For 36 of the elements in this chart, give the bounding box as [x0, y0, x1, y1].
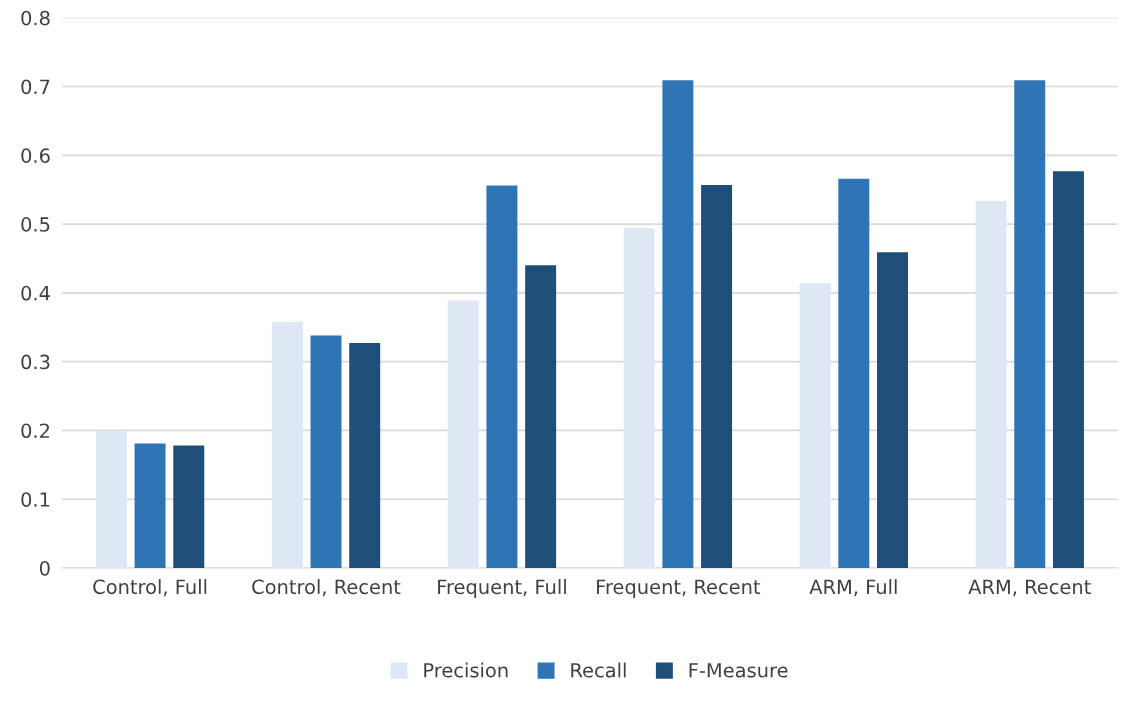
- x-tick-label: Control, Recent: [252, 579, 401, 597]
- bar: [623, 228, 655, 568]
- y-tick-label: 0.2: [21, 423, 50, 439]
- bar: [486, 185, 518, 568]
- bar: [799, 283, 831, 568]
- bar: [310, 335, 342, 568]
- x-tick-label: ARM, Recent: [968, 579, 1091, 597]
- bar: [134, 443, 166, 568]
- bar: [662, 80, 694, 568]
- y-tick-label: 0.8: [21, 10, 50, 26]
- x-tick-label: Frequent, Recent: [597, 579, 761, 598]
- bar: [349, 343, 381, 568]
- y-tick-label: 0: [39, 560, 50, 576]
- y-tick-label: 0.4: [21, 285, 50, 301]
- bar: [838, 178, 870, 568]
- bar: [95, 430, 127, 568]
- legend-label: Precision: [424, 662, 508, 678]
- bar: [271, 321, 303, 568]
- legend-label: Recall: [571, 662, 626, 678]
- x-tick-label: ARM, Full: [809, 579, 897, 597]
- bar: [701, 184, 733, 568]
- bar: [1052, 171, 1084, 568]
- y-tick-label: 0.1: [21, 492, 50, 507]
- legend-label: F-Measure: [689, 663, 788, 678]
- x-tick-label: Frequent, Full: [438, 579, 566, 598]
- x-tick-label: Control, Full: [93, 579, 207, 597]
- y-tick-label: 0.6: [21, 148, 50, 163]
- bar: [877, 252, 908, 568]
- y-tick-label: 0.7: [21, 79, 50, 95]
- y-tick-label: 0.5: [21, 217, 50, 232]
- bar: [173, 445, 205, 568]
- bar: [447, 300, 479, 568]
- bar: [975, 200, 1007, 568]
- bar: [1014, 80, 1046, 568]
- y-tick-label: 0.3: [21, 354, 50, 370]
- bar: [525, 265, 557, 568]
